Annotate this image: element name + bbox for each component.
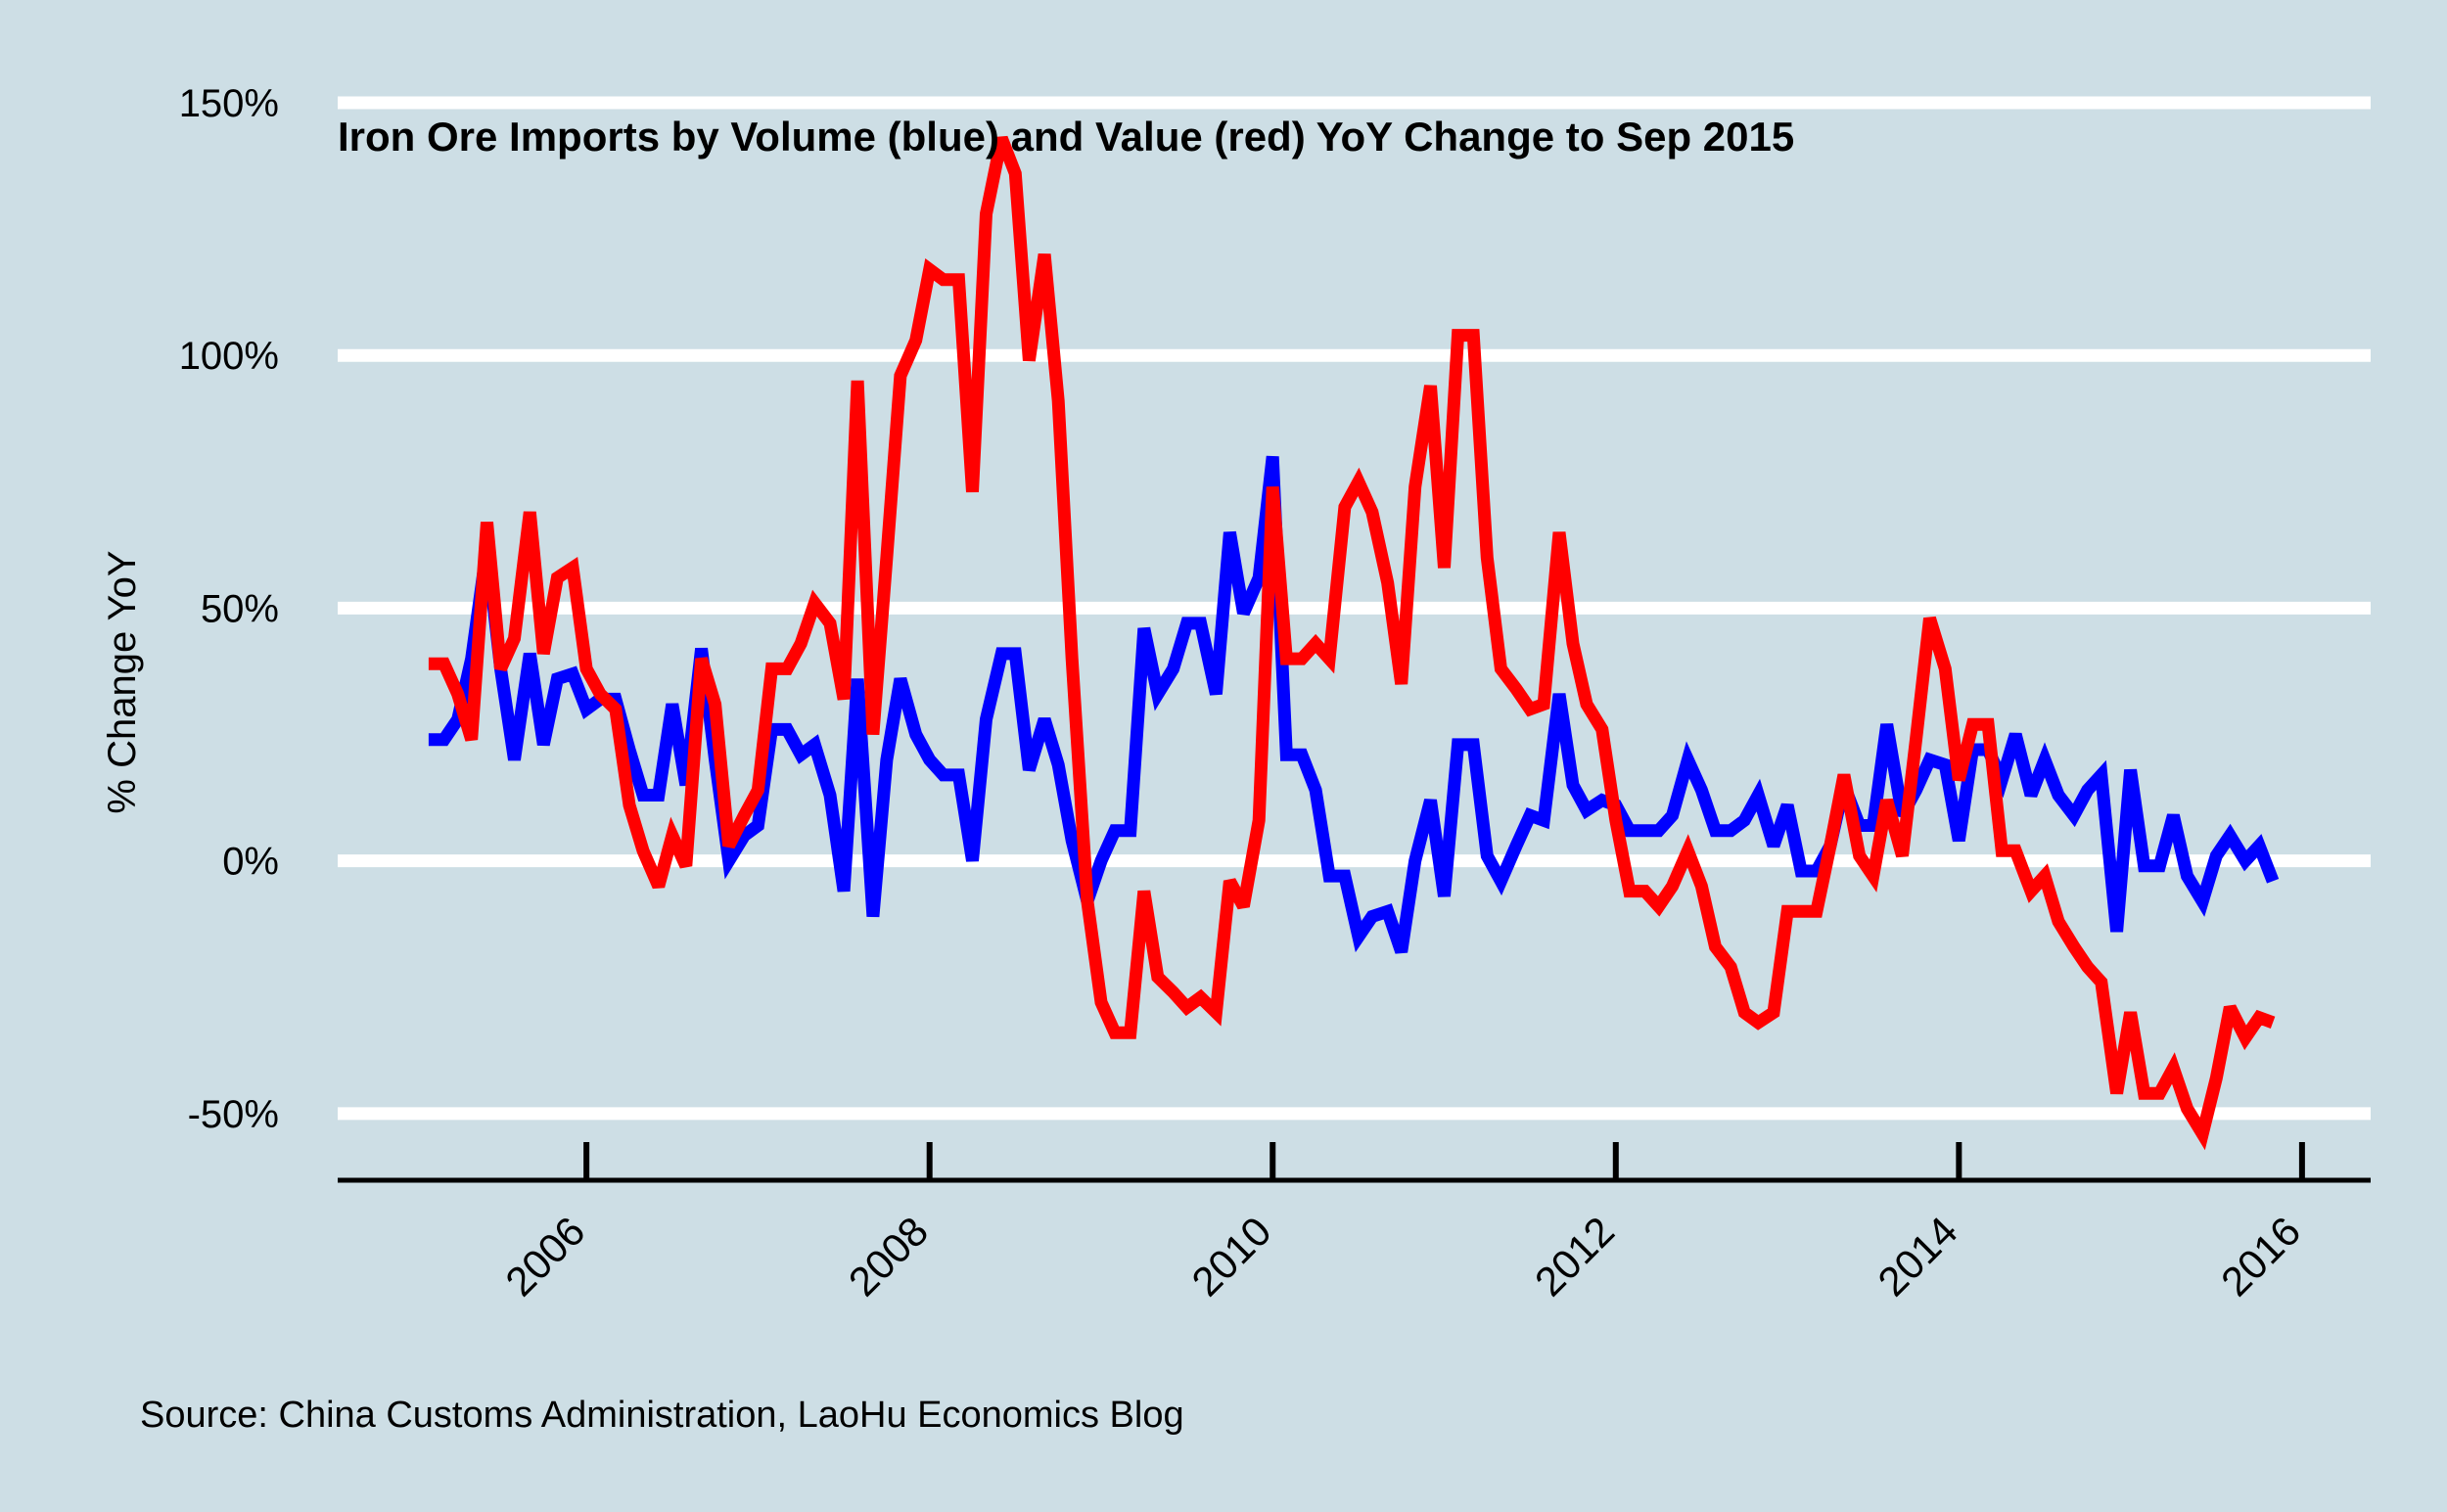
series-lines — [428, 135, 2280, 1151]
gridlines — [338, 96, 2371, 1121]
x-tick-label: 2010 — [1182, 1208, 1279, 1305]
x-axis — [338, 1142, 2371, 1183]
source-caption: Source: China Customs Administration, La… — [140, 1395, 1184, 1436]
x-tick-label: 2008 — [840, 1208, 937, 1305]
y-tick-label: -50% — [188, 1093, 279, 1136]
y-tick-label: 0% — [222, 841, 279, 884]
x-axis-tick-labels: 2006 2008 2010 2012 2014 2016 — [496, 1208, 2309, 1305]
series-line-value — [428, 135, 2276, 1151]
y-axis-tick-labels: -50% 0% 50% 100% 150% — [179, 82, 279, 1136]
x-tick-label: 2012 — [1526, 1208, 1623, 1305]
x-tick-label: 2006 — [496, 1208, 593, 1305]
chart-title: Iron Ore Imports by Volume (blue) and Va… — [338, 114, 1794, 160]
series-line-volume — [428, 455, 2280, 954]
y-tick-label: 100% — [179, 335, 279, 378]
y-axis-label: % Change YoY — [101, 550, 144, 813]
x-tick-label: 2016 — [2212, 1208, 2309, 1305]
y-tick-label: 50% — [201, 587, 279, 630]
x-tick-label: 2014 — [1869, 1208, 1965, 1305]
y-tick-label: 150% — [179, 82, 279, 125]
